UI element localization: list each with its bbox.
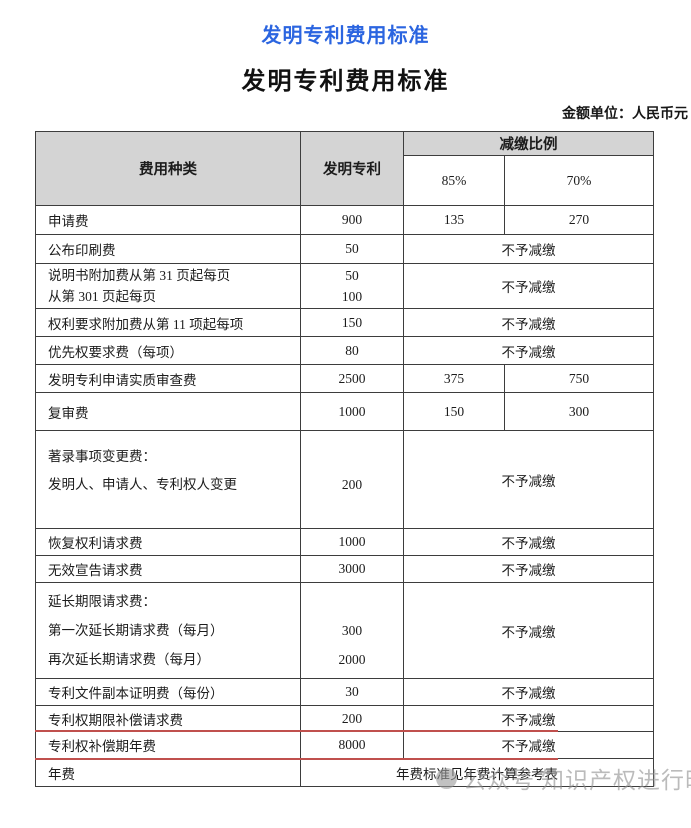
fee-amount: 3000 xyxy=(300,555,404,583)
table-row: 申请费 900 135 270 xyxy=(35,205,654,235)
table-row: 专利权补偿期年费 8000 不予减缴 xyxy=(35,731,654,759)
fee-amount-line: 2000 xyxy=(338,652,366,667)
header-invention-patent: 发明专利 xyxy=(300,131,404,206)
table-header-row-1: 费用种类 发明专利 减缴比例 xyxy=(35,131,654,206)
fee-name: 复审费 xyxy=(35,392,301,431)
fee-name: 恢复权利请求费 xyxy=(35,528,301,556)
table-row: 恢复权利请求费 1000 不予减缴 xyxy=(35,528,654,556)
fee-name: 无效宣告请求费 xyxy=(35,555,301,583)
fee-amount: 300 2000 xyxy=(300,582,404,679)
fee-amount: 80 xyxy=(300,336,404,365)
table-header-row-2: 85% 70% xyxy=(36,155,654,206)
fee-amount: 50 xyxy=(300,234,404,264)
fee-no-reduction: 不予减缴 xyxy=(403,430,654,529)
fee-no-reduction: 不予减缴 xyxy=(403,555,654,583)
table-row: 年费 年费标准见年费计算参考表 xyxy=(35,758,654,787)
table-row: 专利权期限补偿请求费 200 不予减缴 xyxy=(35,705,654,732)
table-row: 公布印刷费 50 不予减缴 xyxy=(35,234,654,264)
fee-amount-line: 50 xyxy=(345,268,359,283)
fee-no-reduction: 不予减缴 xyxy=(403,582,654,679)
article-title-link[interactable]: 发明专利费用标准 xyxy=(261,25,430,47)
fee-no-reduction: 不予减缴 xyxy=(403,263,654,309)
fee-name: 发明专利申请实质审查费 xyxy=(35,364,301,393)
fee-name-line: 第一次延长期请求费（每月） xyxy=(48,623,224,638)
table-row: 发明专利申请实质审查费 2500 375 750 xyxy=(35,364,654,393)
fee-85: 150 xyxy=(403,392,505,431)
fee-amount: 150 xyxy=(300,308,404,337)
fee-70: 750 xyxy=(504,364,654,393)
fee-amount: 900 xyxy=(300,205,404,235)
fee-amount: 50 100 xyxy=(300,263,404,309)
currency-unit-note: 金额单位：人民币元 xyxy=(562,105,688,121)
fee-no-reduction: 不予减缴 xyxy=(403,705,654,732)
fee-name-line: 延长期限请求费： xyxy=(48,594,156,609)
table-row: 复审费 1000 150 300 xyxy=(35,392,654,431)
fee-amount: 200 xyxy=(300,705,404,732)
fee-amount-line xyxy=(301,587,403,616)
fee-no-reduction: 不予减缴 xyxy=(403,234,654,264)
header-ratio-70: 70% xyxy=(504,155,654,206)
fee-85: 135 xyxy=(403,205,505,235)
fee-amount: 2500 xyxy=(300,364,404,393)
fee-amount-line: 200 xyxy=(341,477,363,492)
fee-70: 300 xyxy=(504,392,654,431)
fee-amount-line xyxy=(301,443,403,471)
header-fee-type: 费用种类 xyxy=(35,131,301,206)
fee-amount: 1000 xyxy=(300,528,404,556)
table-row: 无效宣告请求费 3000 不予减缴 xyxy=(35,555,654,583)
table-row: 权利要求附加费从第 11 项起每项 150 不予减缴 xyxy=(35,308,654,337)
fee-amount: 1000 xyxy=(300,392,404,431)
fee-name: 专利文件副本证明费（每份） xyxy=(35,678,301,706)
fee-name-line: 说明书附加费从第 31 页起每页 xyxy=(48,268,231,283)
fee-no-reduction: 不予减缴 xyxy=(403,308,654,337)
fee-amount: 200 xyxy=(300,430,404,529)
fee-table: 费用种类 发明专利 减缴比例 85% 70% 申请费 900 135 270 公… xyxy=(35,131,654,787)
fee-amount-line: 300 xyxy=(341,623,363,638)
fee-name: 延长期限请求费： 第一次延长期请求费（每月） 再次延长期请求费（每月） xyxy=(35,582,301,679)
header-reduction-ratio: 减缴比例 xyxy=(403,131,654,156)
fee-name: 著录事项变更费： 发明人、申请人、专利权人变更 xyxy=(35,430,301,529)
fee-name-line: 再次延长期请求费（每月） xyxy=(48,652,210,667)
fee-name: 说明书附加费从第 31 页起每页 从第 301 页起每页 xyxy=(35,263,301,309)
table-row: 著录事项变更费： 发明人、申请人、专利权人变更 200 不予减缴 xyxy=(35,430,654,529)
fee-amount: 30 xyxy=(300,678,404,706)
fee-name: 年费 xyxy=(35,758,301,787)
header-ratio-85: 85% xyxy=(403,155,505,206)
fee-name: 申请费 xyxy=(35,205,301,235)
fee-name: 专利权补偿期年费 xyxy=(35,731,301,759)
annual-fee-note: 年费标准见年费计算参考表 xyxy=(300,758,654,787)
table-row: 专利文件副本证明费（每份） 30 不予减缴 xyxy=(35,678,654,706)
fee-name: 专利权期限补偿请求费 xyxy=(35,705,301,732)
doc-title: 发明专利费用标准 xyxy=(241,69,450,95)
fee-no-reduction: 不予减缴 xyxy=(403,336,654,365)
fee-no-reduction: 不予减缴 xyxy=(403,528,654,556)
fee-85: 375 xyxy=(403,364,505,393)
fee-name-line: 著录事项变更费： xyxy=(48,449,156,464)
fee-no-reduction: 不予减缴 xyxy=(403,731,654,759)
fee-name: 权利要求附加费从第 11 项起每项 xyxy=(35,308,301,337)
fee-name-line: 从第 301 页起每页 xyxy=(48,289,156,304)
fee-70: 270 xyxy=(504,205,654,235)
fee-no-reduction: 不予减缴 xyxy=(403,678,654,706)
red-annotation-underline xyxy=(35,758,558,760)
table-row: 延长期限请求费： 第一次延长期请求费（每月） 再次延长期请求费（每月） 300 … xyxy=(35,582,654,679)
red-annotation-underline xyxy=(35,730,558,732)
fee-name-line: 发明人、申请人、专利权人变更 xyxy=(48,477,237,492)
table-row: 说明书附加费从第 31 页起每页 从第 301 页起每页 50 100 不予减缴 xyxy=(35,263,654,309)
fee-amount: 8000 xyxy=(300,731,404,759)
fee-name: 公布印刷费 xyxy=(35,234,301,264)
table-row: 优先权要求费（每项） 80 不予减缴 xyxy=(35,336,654,365)
fee-amount-line: 100 xyxy=(341,289,363,304)
fee-name: 优先权要求费（每项） xyxy=(35,336,301,365)
